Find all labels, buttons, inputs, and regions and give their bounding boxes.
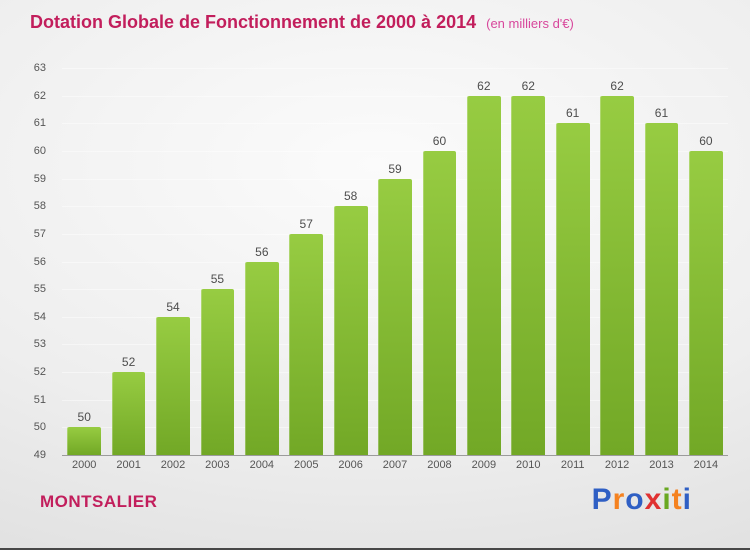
x-tick-label: 2010 [516,459,541,471]
bar-2012 [600,95,634,455]
bar-value-label: 60 [432,133,447,148]
bar-2013 [644,123,679,455]
gridline [62,123,728,125]
gridline [62,68,728,69]
bar-slot-2005: 57 [284,68,328,455]
gridline [62,95,728,97]
bar-slot-2011: 61 [550,68,594,455]
bar-slot-2013: 61 [639,68,683,455]
bar-value-label: 62 [521,78,535,93]
y-tick-label: 53 [33,338,46,351]
bar-value-label: 57 [299,216,313,231]
bar-value-label: 56 [255,244,269,259]
plot-area: 50 52 54 55 56 57 58 59 60 62 62 61 62 61 60 [62,68,728,456]
chart-header: Dotation Globale de Fonctionnement de 20… [30,12,574,33]
bar-2003 [200,289,235,455]
bar-value-label: 54 [166,299,180,314]
x-tick-label: 2008 [427,459,452,471]
bar-value-label: 59 [388,161,402,176]
logo-letter: x [644,483,663,516]
chart-title: Dotation Globale de Fonctionnement de 20… [30,12,477,32]
x-tick-label: 2012 [604,459,630,471]
bars: 50 52 54 55 56 57 58 59 60 62 62 61 62 61 60 [62,68,728,455]
commune-label: MONTSALIER [40,492,158,511]
bar-value-label: 60 [699,133,713,148]
x-tick-label: 2006 [338,459,363,471]
bar-2004 [244,261,279,455]
bar-value-label: 55 [210,272,225,287]
bar-value-label: 52 [121,355,136,370]
y-tick-label: 63 [33,62,46,74]
y-tick-label: 61 [33,117,46,130]
y-axis: 63 62 61 60 59 58 57 56 55 54 53 52 51 50 49 [0,62,54,461]
bar-2007 [378,178,412,455]
proxiti-logo[interactable]: Proxiti [592,483,692,517]
y-tick-label: 57 [33,227,46,240]
y-tick-label: 55 [33,283,46,296]
gridline [62,150,728,152]
x-tick-label: 2002 [160,459,186,471]
bar-slot-2004: 56 [240,68,284,455]
y-tick-label: 54 [33,310,46,323]
bar-slot-2000: 50 [62,68,106,455]
x-tick-label: 2003 [205,459,230,471]
bar-slot-2006: 58 [328,68,372,455]
bar-slot-2002: 54 [151,68,195,455]
logo-letter: i [662,483,672,516]
bar-slot-2007: 59 [373,68,417,455]
bar-2005 [289,233,324,455]
x-tick-label: 2011 [560,459,585,471]
y-tick-label: 50 [33,421,46,434]
x-tick-label: 2009 [471,459,497,471]
logo-letter: r [612,483,626,516]
y-tick-label: 59 [33,172,46,185]
bar-slot-2001: 52 [106,68,150,455]
y-tick-label: 58 [33,200,46,213]
bar-2010 [511,95,546,455]
logo-letter: P [591,483,613,516]
logo-letter: i [682,483,692,516]
bar-slot-2012: 62 [595,68,639,455]
y-tick-label: 49 [33,449,46,461]
x-tick-label: 2004 [249,459,275,471]
y-tick-label: 56 [33,255,46,268]
x-tick-label: 2005 [293,459,319,471]
bar-slot-2010: 62 [506,68,550,455]
bar-value-label: 58 [343,189,358,204]
logo-letter: o [625,483,645,516]
bar-value-label: 62 [610,78,624,93]
x-tick-label: 2013 [649,459,674,471]
y-tick-label: 60 [33,144,46,157]
x-tick-label: 2000 [71,459,97,471]
bar-value-label: 62 [477,78,491,93]
bar-2008 [422,150,457,455]
bar-2002 [156,316,190,455]
x-tick-label: 2001 [116,459,141,471]
bar-2011 [555,123,590,455]
chart-subtitle: (en milliers d'€) [486,16,574,31]
bar-slot-2008: 60 [417,68,461,455]
bar-2006 [333,206,368,455]
logo-letter: t [671,483,683,516]
bar-value-label: 50 [77,410,91,425]
y-tick-label: 62 [33,89,46,102]
bar-2000 [67,427,102,455]
bar-2009 [466,95,501,455]
y-tick-label: 51 [33,393,46,406]
bar-slot-2014: 60 [684,68,728,455]
bar-2014 [689,150,723,455]
bar-value-label: 61 [565,106,580,121]
bar-2001 [111,372,146,455]
x-tick-label: 2014 [693,459,719,471]
x-axis: 2000 2001 2002 2003 2004 2005 2006 2007 2008 2009… [62,459,728,471]
bar-value-label: 61 [654,106,669,121]
y-tick-label: 52 [33,366,46,379]
x-tick-label: 2007 [382,459,408,471]
bar-slot-2009: 62 [462,68,506,455]
bar-slot-2003: 55 [195,68,239,455]
